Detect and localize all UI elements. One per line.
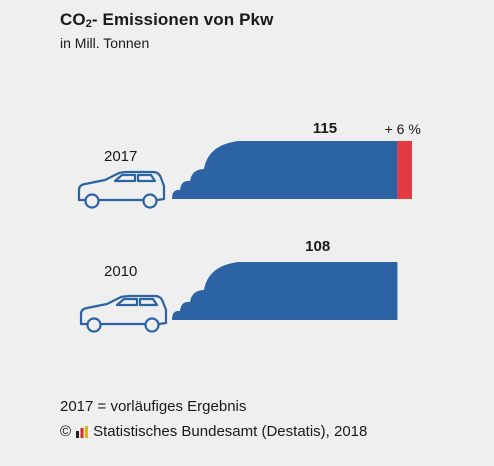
value-label-2017: 115 — [312, 120, 338, 137]
category-label-2017: 2017 — [104, 148, 138, 165]
source-text: Statistisches Bundesamt (Destatis), 2018 — [93, 423, 368, 440]
source-line: © Statistisches Bundesamt (Destatis), 20… — [60, 423, 367, 440]
bar-2017-increase — [397, 141, 412, 199]
destatis-logo-icon — [76, 425, 89, 438]
bar-2017 — [172, 141, 398, 199]
footnote: 2017 = vorläufiges Ergebnis — [60, 398, 247, 415]
title-rest: - Emissionen von Pkw — [91, 10, 274, 29]
value-label-2010: 108 — [305, 238, 331, 255]
title-co: CO — [60, 10, 86, 29]
chart-unit: in Mill. Tonnen — [60, 35, 150, 51]
copyright-symbol: © — [60, 423, 72, 440]
bar-2010 — [172, 262, 398, 320]
category-label-2010: 2010 — [104, 263, 138, 280]
increase-label: + 6 % — [384, 121, 421, 137]
title-subscript: 2 — [85, 18, 92, 30]
car-icon-2010 — [79, 294, 168, 333]
chart-title: CO2- Emissionen von Pkw — [60, 10, 273, 30]
car-icon-2017 — [77, 170, 166, 209]
